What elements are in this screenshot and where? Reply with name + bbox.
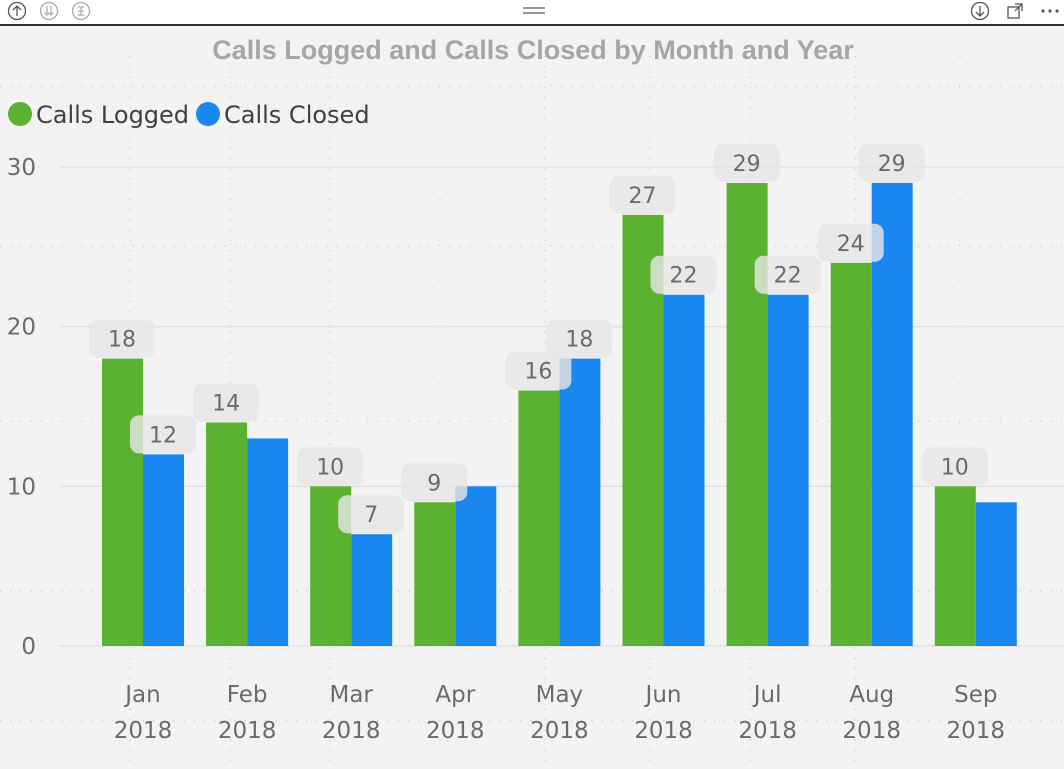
x-tick-label-year: 2018 <box>530 718 589 744</box>
data-label-calls-logged: 27 <box>609 175 676 214</box>
data-label-value: 9 <box>427 471 441 496</box>
data-label-calls-closed: 22 <box>650 255 717 294</box>
expand-hierarchy-icon[interactable] <box>71 1 91 21</box>
x-tick-label-month: Feb <box>227 682 268 708</box>
data-label-value: 10 <box>941 455 969 480</box>
data-label-value: 18 <box>108 328 136 353</box>
data-label-value: 29 <box>878 152 906 177</box>
data-label-value: 7 <box>364 503 378 528</box>
x-tick-label-year: 2018 <box>842 718 901 744</box>
legend-label: Calls Logged <box>36 101 189 129</box>
data-label-calls-logged: 10 <box>921 447 988 486</box>
y-tick-label: 30 <box>7 155 36 181</box>
bar-calls-closed-sep[interactable] <box>975 502 1017 646</box>
focus-mode-icon[interactable] <box>1005 1 1025 21</box>
bar-calls-closed-apr[interactable] <box>455 486 497 646</box>
x-tick-label-month: Jan <box>123 682 160 708</box>
data-label-value: 29 <box>733 152 761 177</box>
data-label-value: 14 <box>212 391 240 416</box>
bar-calls-closed-jul[interactable] <box>767 294 809 646</box>
bar-calls-logged-aug[interactable] <box>830 262 872 646</box>
data-label-value: 22 <box>670 264 698 289</box>
legend-item-calls-logged[interactable]: Calls Logged <box>8 101 189 129</box>
bar-calls-closed-may[interactable] <box>559 358 601 646</box>
legend-swatch <box>8 102 32 126</box>
data-label-background <box>89 319 155 358</box>
data-label-calls-logged: 9 <box>401 463 468 502</box>
x-tick-label-year: 2018 <box>218 718 277 744</box>
data-label-calls-closed: 22 <box>754 255 821 294</box>
legend-item-calls-closed[interactable]: Calls Closed <box>196 101 370 129</box>
bar-calls-logged-feb[interactable] <box>206 422 248 646</box>
data-label-background <box>817 223 884 262</box>
data-label-calls-logged: 10 <box>297 447 364 486</box>
data-label-value: 10 <box>316 455 344 480</box>
x-tick-label-month: May <box>536 682 584 708</box>
data-label-calls-logged: 14 <box>193 383 260 422</box>
x-tick-label-month: Apr <box>435 682 475 708</box>
data-label-background <box>338 495 405 534</box>
data-label-value: 22 <box>774 264 802 289</box>
x-tick-label-year: 2018 <box>947 718 1006 744</box>
x-tick-label-year: 2018 <box>114 718 173 744</box>
data-label-background <box>650 255 717 294</box>
data-label-calls-closed: 12 <box>130 415 196 454</box>
data-label-value: 24 <box>837 232 865 257</box>
data-label-background <box>401 463 468 502</box>
data-label-calls-logged: 24 <box>817 223 884 262</box>
y-tick-label: 10 <box>7 474 36 500</box>
y-tick-label: 20 <box>7 315 36 341</box>
data-label-background <box>713 143 780 182</box>
bar-chart: Calls Logged and Calls Closed by Month a… <box>0 35 1064 769</box>
data-label-background <box>754 255 821 294</box>
bar-calls-logged-jan[interactable] <box>102 358 143 646</box>
bar-calls-logged-sep[interactable] <box>934 486 976 646</box>
x-tick-label-month: Aug <box>849 682 894 708</box>
data-label-background <box>193 383 260 422</box>
x-tick-label-year: 2018 <box>426 718 485 744</box>
drill-up-icon[interactable] <box>7 1 27 21</box>
data-label-calls-closed: 18 <box>546 319 613 358</box>
data-label-calls-logged: 16 <box>505 351 572 390</box>
chart-title: Calls Logged and Calls Closed by Month a… <box>212 35 854 65</box>
data-label-background <box>297 447 364 486</box>
visual-header-toolbar <box>0 0 1064 26</box>
x-tick-label-year: 2018 <box>738 718 797 744</box>
bar-calls-logged-apr[interactable] <box>414 502 456 646</box>
x-tick-label-month: Mar <box>329 682 373 708</box>
bar-calls-logged-jul[interactable] <box>726 182 768 646</box>
drag-handle-icon[interactable] <box>522 1 546 21</box>
data-label-background <box>921 447 988 486</box>
bar-calls-closed-feb[interactable] <box>247 438 289 646</box>
data-label-background <box>505 351 572 390</box>
data-label-calls-closed: 7 <box>338 495 405 534</box>
legend-label: Calls Closed <box>224 101 370 129</box>
x-tick-label-month: Jun <box>644 682 682 708</box>
data-label-background <box>609 175 676 214</box>
data-label-value: 27 <box>629 184 657 209</box>
data-label-background <box>858 143 925 182</box>
bar-calls-closed-mar[interactable] <box>351 534 393 646</box>
data-label-calls-logged: 18 <box>89 319 155 358</box>
bar-calls-closed-jun[interactable] <box>663 294 705 646</box>
more-options-icon[interactable] <box>1038 1 1062 21</box>
drill-down-toggle-icon[interactable] <box>970 1 990 21</box>
data-label-value: 12 <box>149 423 177 448</box>
data-label-value: 18 <box>565 328 593 353</box>
data-label-calls-closed: 29 <box>858 143 925 182</box>
data-label-value: 16 <box>524 360 552 385</box>
y-tick-label: 0 <box>21 634 36 660</box>
x-tick-label-year: 2018 <box>634 718 693 744</box>
drill-down-all-icon[interactable] <box>39 1 59 21</box>
legend-swatch <box>196 102 220 126</box>
x-tick-label-year: 2018 <box>322 718 381 744</box>
data-label-background <box>130 415 196 454</box>
data-label-background <box>546 319 613 358</box>
bar-calls-logged-may[interactable] <box>518 390 560 646</box>
x-tick-label-month: Sep <box>954 682 997 708</box>
x-tick-label-month: Jul <box>752 682 782 708</box>
chart-visual: Calls Logged and Calls Closed by Month a… <box>0 26 1064 769</box>
bar-calls-closed-jan[interactable] <box>143 454 184 646</box>
data-label-calls-logged: 29 <box>713 143 780 182</box>
